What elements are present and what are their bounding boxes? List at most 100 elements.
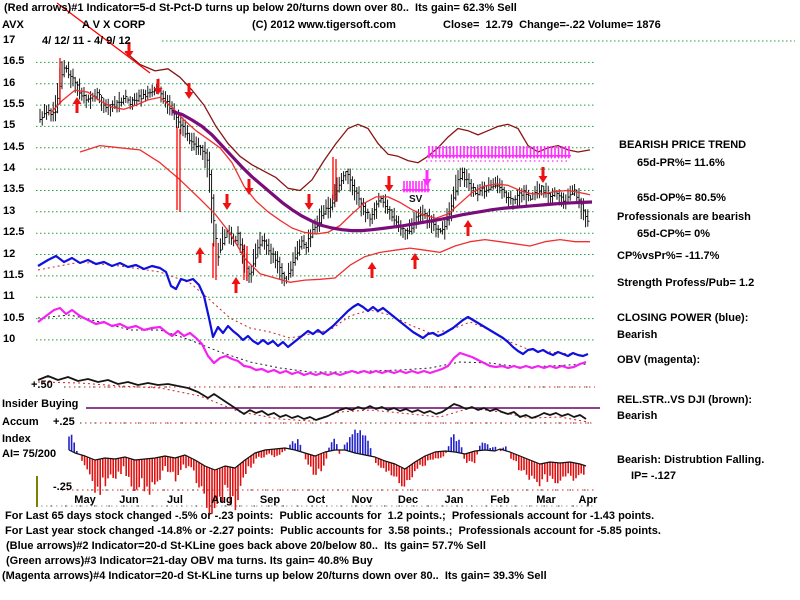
- magenta-comb-head: [433, 155, 439, 159]
- month-axis-label: Feb: [490, 494, 510, 506]
- price-candles: [39, 60, 590, 287]
- magenta-comb-head: [422, 189, 428, 193]
- red-up-arrow-icon: [195, 247, 205, 254]
- ticker-symbol: AVX: [2, 19, 24, 31]
- red-down-arrow-icon-shaft: [307, 194, 311, 203]
- month-axis-label: Apr: [578, 494, 598, 506]
- obv-title: OBV (magenta):: [617, 354, 701, 366]
- month-axis-label: Sep: [259, 494, 281, 506]
- red-down-arrow-icon-shaft: [225, 194, 229, 203]
- distribution-status: Bearish: Distrubtion Falling.: [617, 454, 765, 466]
- price-axis-label: 14.5: [3, 141, 25, 153]
- magenta-comb-head: [503, 155, 509, 159]
- magenta-comb-head: [545, 155, 551, 159]
- magenta-comb-head: [517, 155, 523, 159]
- red-down-arrow-icon: [538, 176, 548, 183]
- magenta-comb-head: [566, 155, 572, 159]
- magenta-comb-head: [559, 155, 565, 159]
- indicator-panel-label: Insider Buying: [2, 398, 79, 410]
- red-up-arrow-icon: [410, 253, 420, 260]
- red-down-arrow-icon-shaft: [541, 167, 545, 176]
- red-up-arrow-icon: [72, 97, 82, 104]
- month-axis-label: May: [74, 494, 96, 506]
- magenta-comb-head: [510, 155, 516, 159]
- obv-line: [37, 306, 587, 377]
- magenta-comb-head: [535, 155, 540, 159]
- magenta-comb-head: [496, 155, 502, 159]
- cp-percent: 65d-CP%= 0%: [637, 228, 711, 240]
- magenta-comb-head: [416, 189, 422, 193]
- magenta-comb-head: [528, 155, 533, 159]
- red-down-arrow-icon-shaft: [156, 79, 160, 88]
- red-down-arrow-icon: [304, 203, 314, 210]
- footer-line-1: For Last 65 days stock changed -.5% or -…: [5, 510, 655, 522]
- magenta-comb-head: [404, 189, 410, 193]
- ma-65d-line: [171, 109, 593, 233]
- red-up-arrow-icon-shaft: [370, 269, 374, 278]
- sv-annotation: SV: [409, 194, 423, 205]
- ai-histogram-down-bars: [81, 448, 585, 514]
- rel-str-title: REL.STR..VS DJI (brown):: [617, 394, 753, 406]
- ai-line-line: [68, 447, 587, 471]
- magenta-comb-head: [556, 155, 561, 159]
- price-axis-label: 13.5: [3, 183, 25, 195]
- magenta-comb-head: [454, 155, 460, 159]
- magenta-comb-head: [461, 155, 467, 159]
- red-up-arrow-icon-shaft: [198, 254, 202, 263]
- price-axis-label: 12.5: [3, 226, 25, 238]
- price-axis-label: 10.5: [3, 312, 25, 324]
- magenta-comb-head: [430, 155, 435, 159]
- indicator-panel-label: +.50: [31, 379, 53, 391]
- price-axis-label: 11: [3, 290, 15, 302]
- fast-ma-line: [49, 89, 591, 235]
- magenta-comb-head: [426, 155, 432, 159]
- price-axis-label: 15.5: [3, 98, 25, 110]
- magenta-comb-head: [493, 155, 498, 159]
- magenta-comb-head: [437, 155, 442, 159]
- month-axis-label: Jan: [444, 494, 464, 506]
- magenta-comb-head: [419, 189, 425, 193]
- red-down-arrow-icon: [153, 88, 163, 95]
- footer-line-3: (Blue arrows)#2 Indicator=20-d St-KLine …: [6, 540, 486, 552]
- month-axis-label: Mar: [536, 494, 556, 506]
- professionals-note: Professionals are bearish: [617, 211, 751, 223]
- magenta-comb-head: [458, 155, 463, 159]
- price-axis-label: 14: [3, 162, 16, 174]
- magenta-comb-head: [440, 155, 446, 159]
- price-axis-label: 12: [3, 248, 16, 260]
- date-range: 4/ 12/ 11 - 4/ 9/ 12: [42, 35, 131, 47]
- price-axis-label: 15: [3, 119, 16, 131]
- ip-value: IP= -.127: [631, 470, 676, 482]
- relstr-ma-line: [37, 381, 589, 423]
- cp-ma-line: [37, 261, 589, 357]
- red-up-arrow-icon-shaft: [75, 104, 79, 113]
- magenta-comb-head: [524, 155, 530, 159]
- red-down-arrow-icon: [124, 51, 134, 58]
- magenta-comb-head: [552, 155, 558, 159]
- rel-str-status: Bearish: [617, 410, 658, 422]
- red-down-arrow-icon-shaft: [387, 176, 391, 185]
- month-axis-label: Dec: [397, 494, 419, 506]
- red-down-arrow-icon-shaft: [247, 179, 251, 188]
- magenta-comb-head: [538, 155, 544, 159]
- ai-histogram-up-bars: [68, 429, 507, 457]
- magenta-comb-head: [531, 155, 537, 159]
- magenta-comb-head: [407, 189, 413, 193]
- red-down-arrow-icon-shaft: [187, 83, 191, 92]
- price-stats: Close= 12.79 Change=-.22 Volume= 1876: [443, 19, 661, 31]
- trendline: [56, 2, 151, 74]
- magenta-comb-head: [514, 155, 519, 159]
- red-down-arrow-icon-shaft: [127, 42, 131, 51]
- footer-line-4: (Green arrows)#3 Indicator=21-day OBV ma…: [6, 555, 373, 567]
- price-axis-label: 11.5: [3, 269, 24, 281]
- red-down-arrow-icon: [384, 185, 394, 192]
- month-axis-label: Aug: [211, 494, 233, 506]
- copyright-text: (C) 2012 www.tigersoft.com: [252, 19, 396, 31]
- magenta-comb-head: [468, 155, 474, 159]
- closing-power-title: CLOSING POWER (blue):: [617, 312, 749, 324]
- magenta-comb-head: [542, 155, 547, 159]
- indicator1-legend: (Red arrows)#1 Indicator=5-d St-Pct-D tu…: [4, 2, 517, 14]
- red-up-arrow-icon: [231, 277, 241, 284]
- red-up-arrow-icon-shaft: [466, 227, 470, 236]
